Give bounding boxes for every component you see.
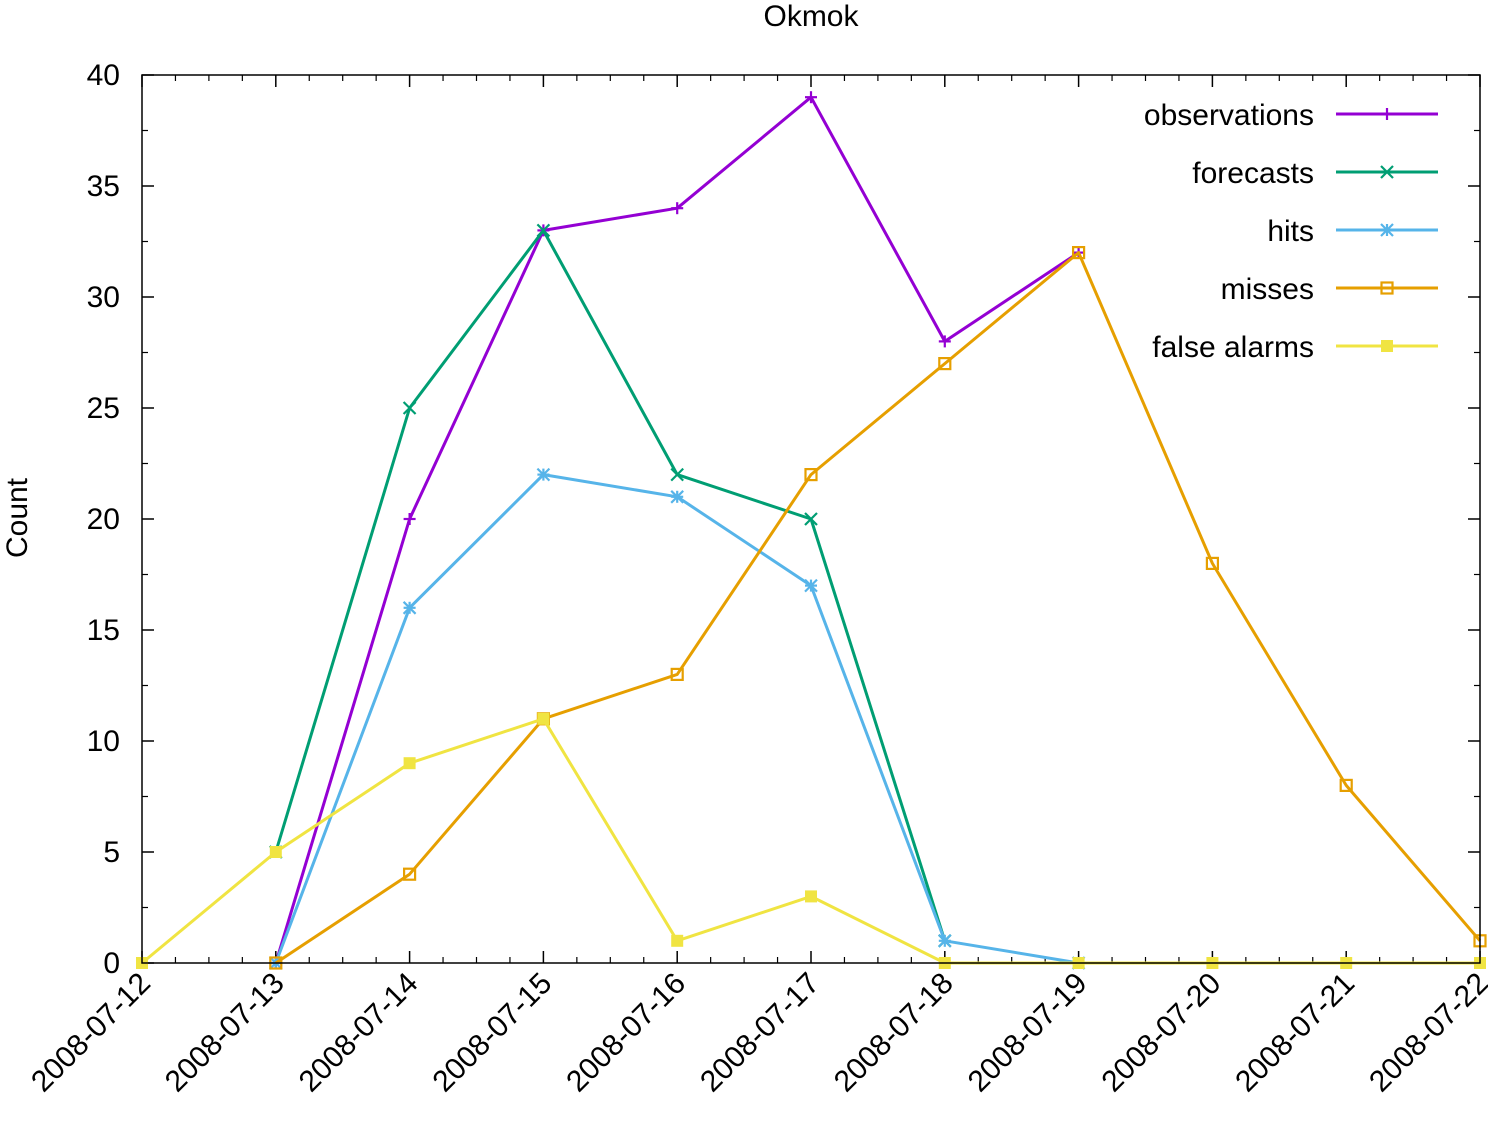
- data-point-forecasts: [804, 512, 818, 526]
- data-point-observations: [938, 335, 951, 348]
- y-tick-label: 0: [103, 947, 120, 980]
- y-tick-label: 20: [87, 503, 120, 536]
- data-point-observations: [403, 513, 416, 525]
- y-tick-label: 30: [87, 281, 120, 314]
- y-tick-label: 35: [87, 170, 120, 203]
- legend: observations forecasts hits misses false ala…: [1144, 99, 1438, 364]
- data-point-hits: [804, 578, 818, 593]
- chart-title: Okmok: [763, 0, 859, 33]
- x-tick-label: 2008-07-18: [828, 967, 960, 1099]
- x-tick-label: 2008-07-17: [694, 967, 826, 1099]
- data-point-misses: [804, 468, 818, 482]
- legend-item-forecasts: forecasts: [1192, 157, 1438, 190]
- data-point-false-alarms: [403, 757, 416, 770]
- legend-label: observations: [1144, 99, 1314, 132]
- plot-frame: [141, 74, 1481, 964]
- x-tick-label: 2008-07-13: [159, 967, 291, 1099]
- legend-item-observations: observations: [1144, 99, 1438, 132]
- legend-marker: [1381, 108, 1393, 120]
- data-point-misses: [1071, 246, 1086, 260]
- data-point-hits: [402, 601, 417, 615]
- data-point-misses: [1205, 556, 1220, 571]
- data-point-misses: [1339, 778, 1353, 793]
- y-tick-label: 5: [103, 836, 120, 869]
- data-point-false-alarms: [269, 846, 282, 858]
- data-point-forecasts: [670, 467, 684, 482]
- series-line-false-alarms: [141, 717, 1480, 965]
- y-tick-label: 15: [87, 614, 120, 647]
- data-point-false-alarms: [537, 712, 550, 725]
- legend-marker: [1380, 165, 1394, 179]
- legend-item-false-alarms: false alarms: [1152, 331, 1438, 364]
- x-tick-label: 2008-07-21: [1229, 967, 1361, 1099]
- y-tick-label: 10: [87, 725, 120, 758]
- x-tick-label: 2008-07-14: [293, 967, 425, 1099]
- x-tick-label: 2008-07-19: [962, 967, 1094, 1099]
- y-axis-label: Count: [1, 477, 34, 558]
- x-tick-label: 2008-07-22: [1363, 967, 1488, 1099]
- x-tick-label: 2008-07-15: [426, 967, 558, 1099]
- y-tick-label: 25: [87, 392, 120, 425]
- data-point-observations: [805, 91, 817, 104]
- legend-label: hits: [1267, 215, 1314, 248]
- data-point-misses: [403, 867, 417, 881]
- data-point-observations: [671, 202, 684, 215]
- data-point-false-alarms: [805, 890, 817, 903]
- data-point-hits: [670, 490, 684, 504]
- data-point-false-alarms: [671, 934, 684, 947]
- series-line-hits: [274, 473, 1079, 965]
- y-tick-label: 40: [87, 59, 120, 92]
- legend-marker: [1380, 223, 1394, 237]
- series-observations: [269, 91, 1085, 969]
- legend-marker: [1381, 340, 1393, 352]
- data-point-misses: [938, 357, 952, 371]
- series-line-forecasts: [274, 228, 947, 942]
- series-hits: [269, 467, 1086, 970]
- data-point-hits: [938, 934, 952, 948]
- data-point-forecasts: [536, 223, 551, 238]
- legend-label: forecasts: [1192, 157, 1314, 190]
- legend-label: false alarms: [1152, 331, 1314, 364]
- series-line-observations: [274, 95, 1080, 964]
- x-tick-label: 2008-07-20: [1095, 967, 1227, 1099]
- x-tick-label: 2008-07-16: [560, 967, 692, 1099]
- series-forecasts: [269, 223, 952, 948]
- x-tick-label: 2008-07-12: [25, 967, 157, 1099]
- series-line-misses: [274, 251, 1482, 965]
- data-point-misses: [670, 667, 684, 682]
- legend-label: misses: [1221, 273, 1314, 306]
- legend-marker: [1380, 281, 1394, 295]
- legend-item-hits: hits: [1267, 215, 1438, 248]
- legend-item-misses: misses: [1221, 273, 1438, 306]
- data-point-hits: [536, 467, 551, 482]
- data-point-forecasts: [402, 401, 417, 415]
